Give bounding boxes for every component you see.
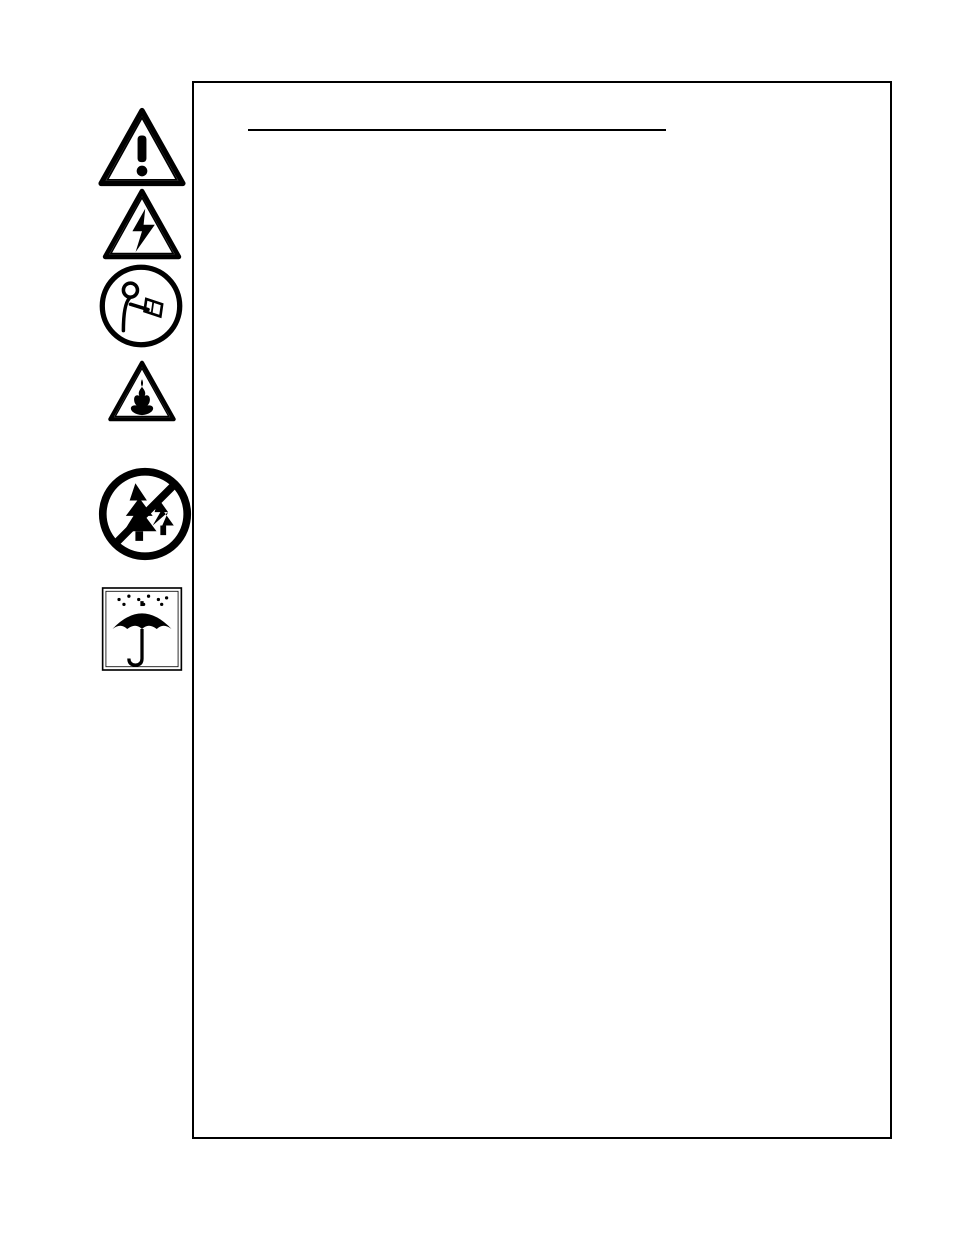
keep-dry-icon (101, 586, 183, 670)
page-frame (192, 81, 892, 1139)
no-forestry-icon (97, 466, 193, 562)
read-manual-icon (97, 262, 187, 350)
warning-fire-icon (97, 360, 187, 430)
title-underline (248, 129, 666, 131)
warning-voltage-icon (97, 188, 187, 268)
warning-general-icon (97, 107, 187, 187)
